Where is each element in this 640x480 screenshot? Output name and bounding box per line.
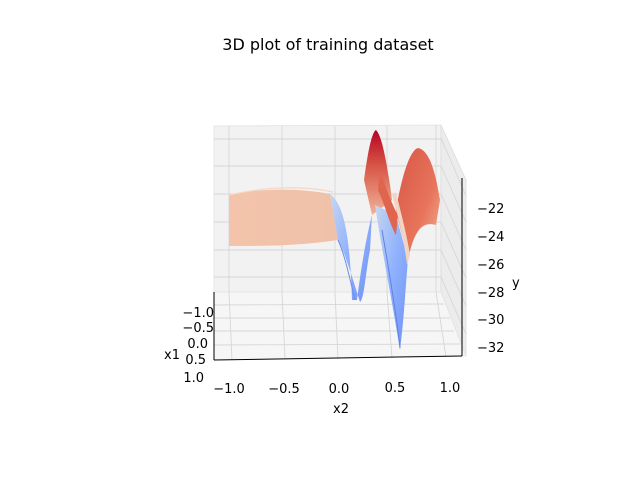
x1-tick: −1.0 xyxy=(182,306,214,321)
x2-tick: −1.0 xyxy=(213,382,245,397)
x1-tick: 0.5 xyxy=(185,353,206,368)
x1-tick: −0.5 xyxy=(182,321,214,336)
x1-axis-ticks: −1.0 −0.5 0.0 0.5 1.0 xyxy=(182,306,214,386)
pane-floor xyxy=(213,291,467,361)
y-axis-ticks: −22 −24 −26 −28 −30 −32 xyxy=(477,202,504,356)
x2-tick: 1.0 xyxy=(440,381,461,396)
y-axis-label: y xyxy=(512,276,520,291)
y-tick: −28 xyxy=(477,286,504,301)
x2-tick: 0.5 xyxy=(385,381,406,396)
surface xyxy=(228,130,440,350)
y-tick: −24 xyxy=(477,230,504,245)
x2-tick: 0.0 xyxy=(329,382,350,397)
axis-lines xyxy=(213,178,463,361)
y-tick: −30 xyxy=(477,313,504,328)
x2-axis-label: x2 xyxy=(333,402,349,417)
x2-tick: −0.5 xyxy=(268,382,300,397)
x2-axis-ticks: −1.0 −0.5 0.0 0.5 1.0 xyxy=(213,381,460,397)
y-tick: −22 xyxy=(477,202,504,217)
x1-axis-label: x1 xyxy=(164,348,180,363)
chart-title: 3D plot of training dataset xyxy=(222,35,433,54)
x1-tick: 1.0 xyxy=(183,371,204,386)
x1-tick: 0.0 xyxy=(187,337,208,352)
y-tick: −26 xyxy=(477,258,504,273)
y-tick: −32 xyxy=(477,341,504,356)
